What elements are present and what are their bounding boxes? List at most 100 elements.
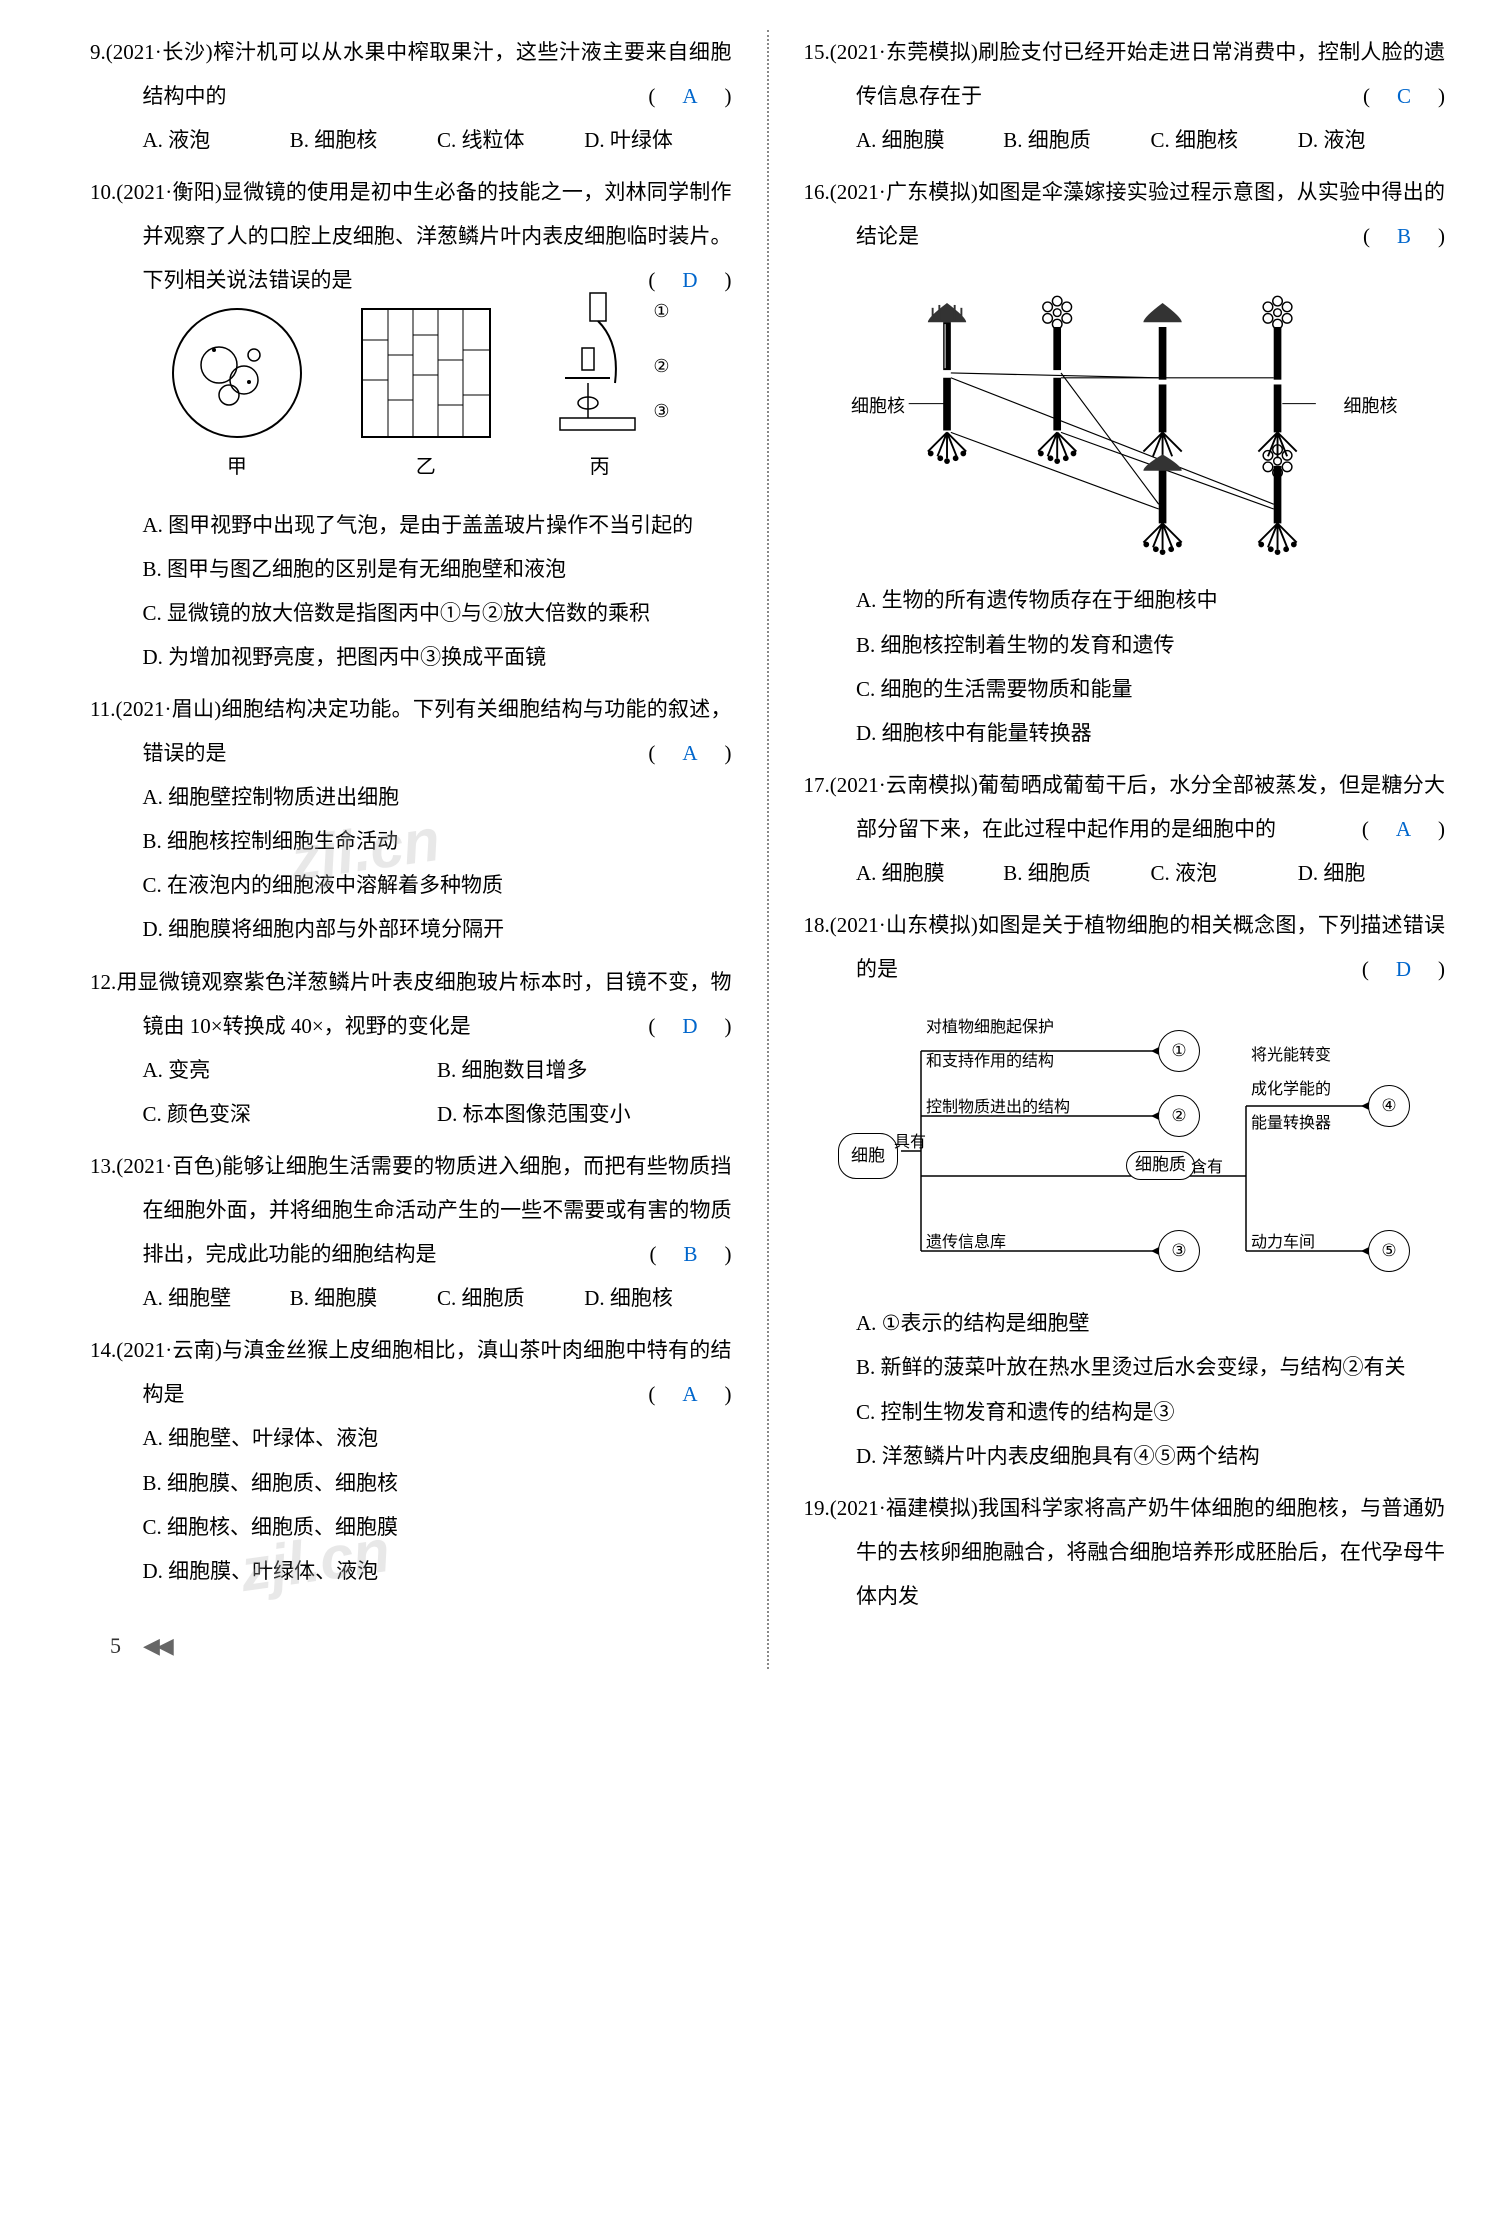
q10-optC: C. 显微镜的放大倍数是指图丙中①与②放大倍数的乘积 bbox=[143, 591, 732, 635]
q15-stem: 15.(2021·东莞模拟)刷脸支付已经开始走进日常消费中，控制人脸的遗传信息存… bbox=[804, 30, 1446, 118]
q10-optA: A. 图甲视野中出现了气泡，是由于盖盖玻片操作不当引起的 bbox=[143, 503, 732, 547]
q16-label-left: 细胞核 bbox=[851, 388, 905, 426]
question-14: 14.(2021·云南)与滇金丝猴上皮细胞相比，滇山茶叶肉细胞中特有的结构是 (… bbox=[90, 1328, 732, 1593]
microscope-icon: ① ② ③ bbox=[550, 288, 650, 438]
q13-stem: 13.(2021·百色)能够让细胞生活需要的物质进入细胞，而把有些物质挡在细胞外… bbox=[90, 1144, 732, 1276]
question-15: 15.(2021·东莞模拟)刷脸支付已经开始走进日常消费中，控制人脸的遗传信息存… bbox=[804, 30, 1446, 162]
q11-answer-paren: ( A ) bbox=[701, 731, 732, 775]
page-num-value: 5 bbox=[110, 1633, 121, 1658]
q9-num: 9. bbox=[90, 40, 106, 64]
page-arrow-icon: ◀◀ bbox=[143, 1633, 171, 1658]
q19-src: (2021·福建模拟) bbox=[830, 1496, 978, 1520]
q17-optC: C. 液泡 bbox=[1151, 851, 1298, 895]
question-17: 17.(2021·云南模拟)葡萄晒成葡萄干后，水分全部被蒸发，但是糖分大部分留下… bbox=[804, 763, 1446, 895]
q16-stem: 16.(2021·广东模拟)如图是伞藻嫁接实验过程示意图，从实验中得出的结论是 … bbox=[804, 170, 1446, 258]
q10-figure: 甲 乙 ① ② ③ 丙 bbox=[90, 303, 732, 503]
q12-options: A. 变亮 B. 细胞数目增多 C. 颜色变深 D. 标本图像范围变小 bbox=[90, 1048, 732, 1136]
q16-answer: B bbox=[1391, 224, 1417, 248]
question-16: 16.(2021·广东模拟)如图是伞藻嫁接实验过程示意图，从实验中得出的结论是 … bbox=[804, 170, 1446, 755]
q15-optB: B. 细胞质 bbox=[1003, 118, 1150, 162]
q16-optD: D. 细胞核中有能量转换器 bbox=[856, 711, 1445, 755]
q16-optA: A. 生物的所有遗传物质存在于细胞核中 bbox=[856, 578, 1445, 622]
concept-has: 具有 bbox=[894, 1126, 926, 1160]
q17-answer: A bbox=[1390, 817, 1417, 841]
q16-figure: 细胞核 细胞核 bbox=[856, 268, 1393, 568]
question-10: 10.(2021·衡阳)显微镜的使用是初中生必备的技能之一，刘林同学制作并观察了… bbox=[90, 170, 732, 679]
q10-src: (2021·衡阳) bbox=[116, 180, 222, 204]
right-column: 15.(2021·东莞模拟)刷脸支付已经开始走进日常消费中，控制人脸的遗传信息存… bbox=[804, 30, 1446, 1669]
q10-label-jia: 甲 bbox=[227, 446, 247, 488]
q12-optB: B. 细胞数目增多 bbox=[437, 1048, 732, 1092]
q11-answer: A bbox=[676, 741, 703, 765]
q18-answer: D bbox=[1390, 957, 1417, 981]
q9-optD: D. 叶绿体 bbox=[584, 118, 731, 162]
q18-options: A. ①表示的结构是细胞壁 B. 新鲜的菠菜叶放在热水里烫过后水会变绿，与结构②… bbox=[804, 1301, 1446, 1477]
q18-concept-map: 细胞 具有 对植物细胞起保护 和支持作用的结构 控制物质进出的结构 遗传信息库 … bbox=[846, 1001, 1445, 1291]
q19-stem: 19.(2021·福建模拟)我国科学家将高产奶牛体细胞的细胞核，与普通奶牛的去核… bbox=[804, 1486, 1446, 1618]
q10-optB: B. 图甲与图乙细胞的区别是有无细胞壁和液泡 bbox=[143, 547, 732, 591]
q17-options: A. 细胞膜 B. 细胞质 C. 液泡 D. 细胞 bbox=[804, 851, 1446, 895]
q13-text: 能够让细胞生活需要的物质进入细胞，而把有些物质挡在细胞外面，并将细胞生命活动产生… bbox=[143, 1154, 732, 1266]
q17-optA: A. 细胞膜 bbox=[856, 851, 1003, 895]
q17-optD: D. 细胞 bbox=[1298, 851, 1445, 895]
q12-stem: 12.用显微镜观察紫色洋葱鳞片叶表皮细胞玻片标本时，目镜不变，物镜由 10×转换… bbox=[90, 960, 732, 1048]
q10-label-bing: 丙 bbox=[590, 446, 610, 488]
concept-t2: 控制物质进出的结构 bbox=[926, 1091, 1070, 1125]
q10-text: 显微镜的使用是初中生必备的技能之一，刘林同学制作并观察了人的口腔上皮细胞、洋葱鳞… bbox=[143, 180, 732, 292]
left-column: 9.(2021·长沙)榨汁机可以从水果中榨取果汁，这些汁液主要来自细胞结构中的 … bbox=[90, 30, 732, 1669]
q15-optC: C. 细胞核 bbox=[1151, 118, 1298, 162]
q12-answer: D bbox=[676, 1014, 703, 1038]
q10-num: 10. bbox=[90, 180, 116, 204]
question-19: 19.(2021·福建模拟)我国科学家将高产奶牛体细胞的细胞核，与普通奶牛的去核… bbox=[804, 1486, 1446, 1618]
q16-optB: B. 细胞核控制着生物的发育和遗传 bbox=[856, 623, 1445, 667]
q18-optC: C. 控制生物发育和遗传的结构是③ bbox=[856, 1390, 1445, 1434]
q11-text: 细胞结构决定功能。下列有关细胞结构与功能的叙述，错误的是 bbox=[143, 697, 732, 765]
concept-n1: ① bbox=[1158, 1030, 1200, 1072]
q9-answer: A bbox=[676, 84, 703, 108]
q15-answer-paren: ( C ) bbox=[1415, 74, 1445, 118]
q18-stem: 18.(2021·山东模拟)如图是关于植物细胞的相关概念图，下列描述错误的是 (… bbox=[804, 903, 1446, 991]
q17-optB: B. 细胞质 bbox=[1003, 851, 1150, 895]
q19-num: 19. bbox=[804, 1496, 830, 1520]
q15-src: (2021·东莞模拟) bbox=[830, 40, 978, 64]
q15-optD: D. 液泡 bbox=[1298, 118, 1445, 162]
q11-optA: A. 细胞壁控制物质进出细胞 bbox=[143, 775, 732, 819]
q10-options: A. 图甲视野中出现了气泡，是由于盖盖玻片操作不当引起的 B. 图甲与图乙细胞的… bbox=[90, 503, 732, 679]
q13-optA: A. 细胞壁 bbox=[143, 1276, 290, 1320]
concept-cell: 细胞 bbox=[838, 1133, 898, 1179]
q18-answer-paren: ( D ) bbox=[1414, 947, 1445, 991]
q14-num: 14. bbox=[90, 1338, 116, 1362]
q10-optD: D. 为增加视野亮度，把图丙中③换成平面镜 bbox=[143, 635, 732, 679]
concept-n2: ② bbox=[1158, 1095, 1200, 1137]
q14-stem: 14.(2021·云南)与滇金丝猴上皮细胞相比，滇山茶叶肉细胞中特有的结构是 (… bbox=[90, 1328, 732, 1416]
q9-optB: B. 细胞核 bbox=[290, 118, 437, 162]
q17-num: 17. bbox=[804, 773, 830, 797]
q15-options: A. 细胞膜 B. 细胞质 C. 细胞核 D. 液泡 bbox=[804, 118, 1446, 162]
question-18: 18.(2021·山东模拟)如图是关于植物细胞的相关概念图，下列描述错误的是 (… bbox=[804, 903, 1446, 1478]
q12-text: 用显微镜观察紫色洋葱鳞片叶表皮细胞玻片标本时，目镜不变，物镜由 10×转换成 4… bbox=[116, 970, 731, 1038]
q14-optC: C. 细胞核、细胞质、细胞膜 bbox=[143, 1505, 732, 1549]
q16-answer-paren: ( B ) bbox=[1415, 214, 1445, 258]
q16-options: A. 生物的所有遗传物质存在于细胞核中 B. 细胞核控制着生物的发育和遗传 C.… bbox=[804, 578, 1446, 754]
concept-contain: 含有 bbox=[1191, 1151, 1223, 1185]
q9-src: (2021·长沙) bbox=[106, 40, 213, 64]
concept-t1: 对植物细胞起保护 和支持作用的结构 bbox=[926, 1011, 1054, 1078]
cell-circle-icon bbox=[172, 308, 302, 438]
q10-mic-2: ② bbox=[653, 348, 669, 386]
q11-optC: C. 在液泡内的细胞液中溶解着多种物质 bbox=[143, 863, 732, 907]
q17-stem: 17.(2021·云南模拟)葡萄晒成葡萄干后，水分全部被蒸发，但是糖分大部分留下… bbox=[804, 763, 1446, 851]
concept-n3: ③ bbox=[1158, 1230, 1200, 1272]
q10-mic-3: ③ bbox=[653, 393, 669, 431]
q9-stem: 9.(2021·长沙)榨汁机可以从水果中榨取果汁，这些汁液主要来自细胞结构中的 … bbox=[90, 30, 732, 118]
q14-options: A. 细胞壁、叶绿体、液泡 B. 细胞膜、细胞质、细胞核 C. 细胞核、细胞质、… bbox=[90, 1416, 732, 1592]
q12-optC: C. 颜色变深 bbox=[143, 1092, 438, 1136]
q13-optC: C. 细胞质 bbox=[437, 1276, 584, 1320]
q18-src: (2021·山东模拟) bbox=[830, 913, 978, 937]
q16-num: 16. bbox=[804, 180, 830, 204]
q18-optB: B. 新鲜的菠菜叶放在热水里烫过后水会变绿，与结构②有关 bbox=[856, 1345, 1445, 1389]
q16-src: (2021·广东模拟) bbox=[830, 180, 978, 204]
concept-cyto: 细胞质 bbox=[1126, 1151, 1195, 1179]
q16-optC: C. 细胞的生活需要物质和能量 bbox=[856, 667, 1445, 711]
q17-answer-paren: ( A ) bbox=[1414, 807, 1445, 851]
question-11: 11.(2021·眉山)细胞结构决定功能。下列有关细胞结构与功能的叙述，错误的是… bbox=[90, 687, 732, 952]
